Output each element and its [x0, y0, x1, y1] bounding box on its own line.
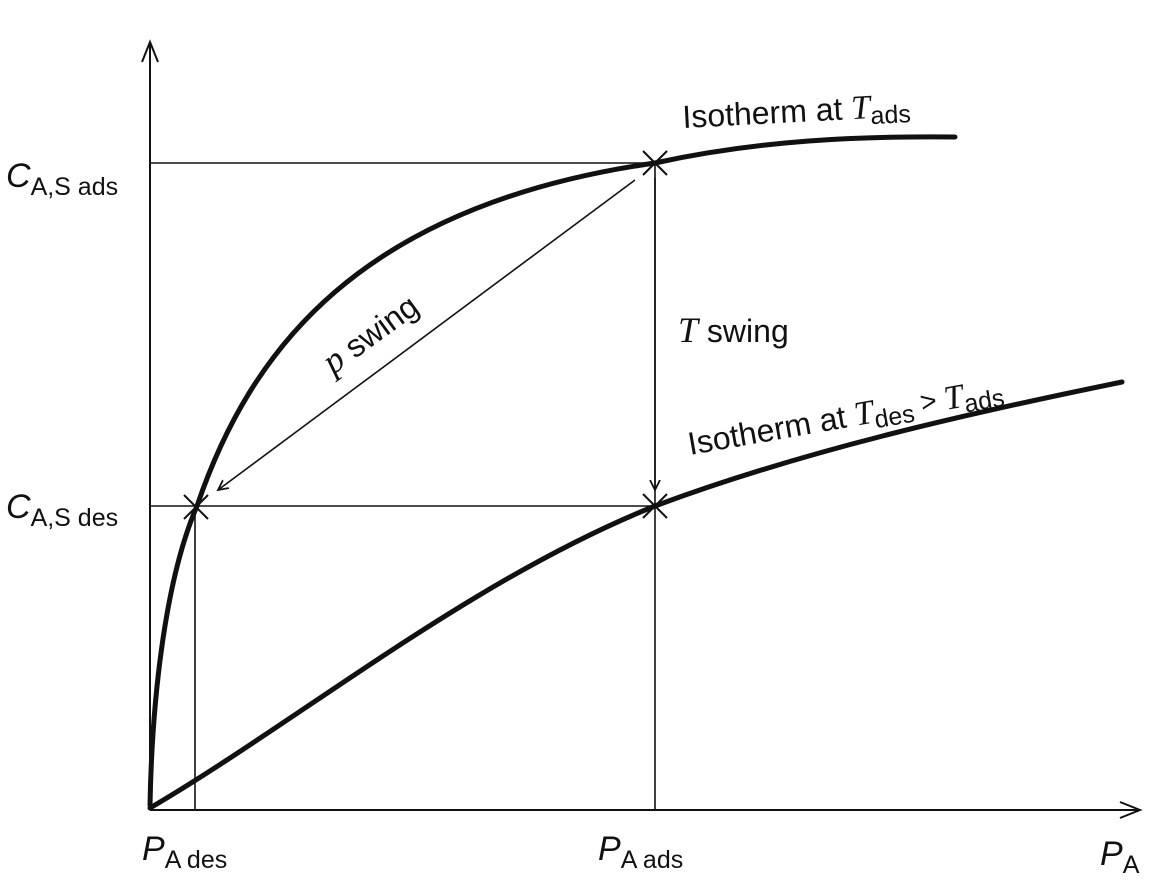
p-swing-arrow — [218, 179, 636, 490]
point-marker-des-low — [183, 494, 209, 520]
y-label-c-des: CA,S des — [6, 488, 118, 532]
x-axis-arrow — [1119, 801, 1143, 819]
y-axis-arrow — [141, 39, 159, 63]
isotherm-ads-curve — [147, 134, 958, 808]
point-marker-ads-high — [642, 150, 668, 176]
x-axis-title: PA — [1100, 835, 1140, 879]
y-label-c-ads: CA,S ads — [6, 157, 118, 201]
x-label-p-des: PA des — [142, 830, 227, 874]
label-t-swing: T swing — [678, 310, 789, 350]
label-isotherm-ads: Isotherm at Tads — [681, 87, 911, 140]
x-label-p-ads: PA ads — [598, 830, 683, 874]
point-marker-des-high — [642, 493, 668, 519]
isotherm-des-curve — [147, 379, 1125, 811]
